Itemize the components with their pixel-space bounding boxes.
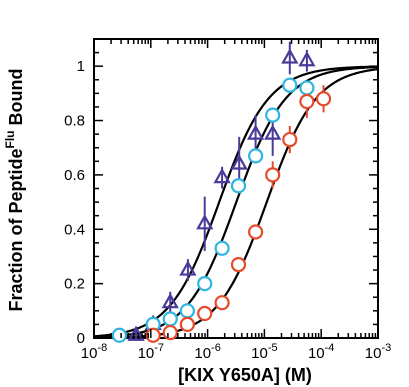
fit-curve-1 xyxy=(93,65,379,338)
circle-marker-series-3 xyxy=(230,257,247,273)
circle-marker-series-2 xyxy=(162,311,178,327)
x-tick-base: 10 xyxy=(251,345,268,362)
triangle-marker-series-1 xyxy=(179,260,197,276)
circle-marker-series-2 xyxy=(248,148,264,164)
y-axis-ticks xyxy=(94,38,378,339)
y-axis-title-prefix: Fraction of Peptide xyxy=(6,148,26,311)
circle-marker-series-3 xyxy=(162,324,178,341)
x-tick-base: 10 xyxy=(365,345,382,362)
y-axis-title-superscript: Flu xyxy=(3,130,17,148)
circle-marker-series-3 xyxy=(145,327,161,343)
y-tick-label: 0.8 xyxy=(64,113,85,130)
x-tick-label: 10-3 xyxy=(365,342,391,362)
x-tick-exponent: -8 xyxy=(97,342,107,354)
x-tick-label: 10-4 xyxy=(308,342,334,362)
triangle-marker-series-1 xyxy=(196,214,214,230)
fit-curve-2 xyxy=(93,65,379,339)
triangle-marker-series-1 xyxy=(161,292,179,309)
x-tick-label: 10-5 xyxy=(251,342,277,362)
circle-marker-series-2 xyxy=(197,276,213,292)
circle-marker-series-3 xyxy=(214,295,230,311)
circle-marker-series-2 xyxy=(282,77,298,93)
triangle-marker-series-1 xyxy=(281,48,299,64)
triangle-marker-series-1 xyxy=(246,124,265,140)
y-tick-label: 0.6 xyxy=(64,167,85,184)
y-tick-label: 1 xyxy=(77,58,85,75)
x-tick-label: 10-6 xyxy=(194,342,220,362)
circle-marker-series-3 xyxy=(282,131,298,148)
x-tick-exponent: -4 xyxy=(325,342,335,354)
y-tick-label: 0.2 xyxy=(64,276,85,293)
triangle-marker-series-1 xyxy=(230,154,248,170)
circle-marker-series-3 xyxy=(265,167,281,183)
x-tick-base: 10 xyxy=(308,345,325,362)
y-axis-title: Fraction of PeptideFlu Bound xyxy=(3,69,26,312)
circle-marker-series-3 xyxy=(179,316,195,333)
circle-marker-series-3 xyxy=(299,93,315,110)
x-tick-base: 10 xyxy=(194,345,211,362)
x-tick-exponent: -7 xyxy=(154,342,164,354)
triangle-marker-series-1 xyxy=(264,124,282,140)
circle-marker-series-3 xyxy=(197,305,213,322)
x-axis-tick-labels: 10-8 10-7 10-6 10-5 10-4 10-3 xyxy=(81,342,391,362)
circle-marker-series-2 xyxy=(111,327,127,343)
circle-marker-series-2 xyxy=(179,303,195,319)
triangle-marker-series-1 xyxy=(298,51,316,67)
x-tick-base: 10 xyxy=(138,345,155,362)
y-axis-tick-labels: 0 0.2 0.4 0.6 0.8 1 xyxy=(64,58,85,347)
x-axis-ticks xyxy=(93,39,379,338)
fit-curves xyxy=(93,65,379,339)
circle-marker-series-3 xyxy=(248,224,264,240)
x-axis-title: [KIX Y650A] (M) xyxy=(178,365,312,385)
x-tick-exponent: -3 xyxy=(381,342,391,354)
x-tick-label: 10-8 xyxy=(81,342,107,362)
circle-marker-series-2 xyxy=(214,240,230,256)
y-tick-label: 0.4 xyxy=(64,221,85,238)
x-tick-exponent: -5 xyxy=(268,342,278,354)
y-axis-title-suffix: Bound xyxy=(6,69,26,131)
x-tick-base: 10 xyxy=(81,345,98,362)
triangle-marker-series-1 xyxy=(213,167,231,184)
y-tick-label: 0 xyxy=(77,330,85,347)
x-tick-exponent: -6 xyxy=(211,342,221,354)
circle-marker-series-2 xyxy=(299,80,315,96)
x-tick-label: 10-7 xyxy=(138,342,164,362)
circle-marker-series-3 xyxy=(315,91,332,107)
data-markers xyxy=(111,48,332,343)
circle-marker-series-2 xyxy=(265,107,281,123)
triangle-marker-series-1 xyxy=(127,325,145,341)
circle-marker-series-2 xyxy=(230,178,247,194)
